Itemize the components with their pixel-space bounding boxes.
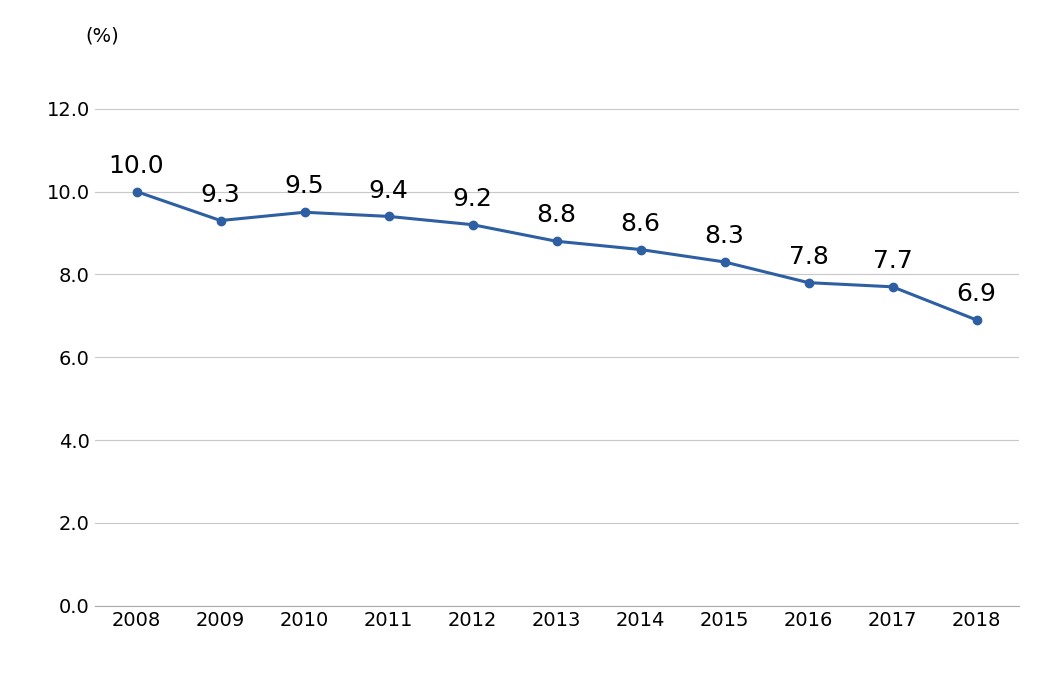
Text: 8.3: 8.3 — [705, 224, 744, 248]
Text: (%): (%) — [85, 27, 119, 46]
Text: 8.6: 8.6 — [621, 211, 660, 236]
Text: 7.7: 7.7 — [873, 249, 912, 273]
Text: 10.0: 10.0 — [109, 153, 164, 178]
Text: 6.9: 6.9 — [957, 282, 996, 306]
Text: 9.2: 9.2 — [453, 187, 492, 211]
Text: 9.4: 9.4 — [369, 178, 408, 203]
Text: 9.5: 9.5 — [285, 174, 324, 199]
Text: 9.3: 9.3 — [201, 182, 240, 207]
Text: 8.8: 8.8 — [537, 203, 576, 227]
Text: 7.8: 7.8 — [789, 245, 828, 269]
